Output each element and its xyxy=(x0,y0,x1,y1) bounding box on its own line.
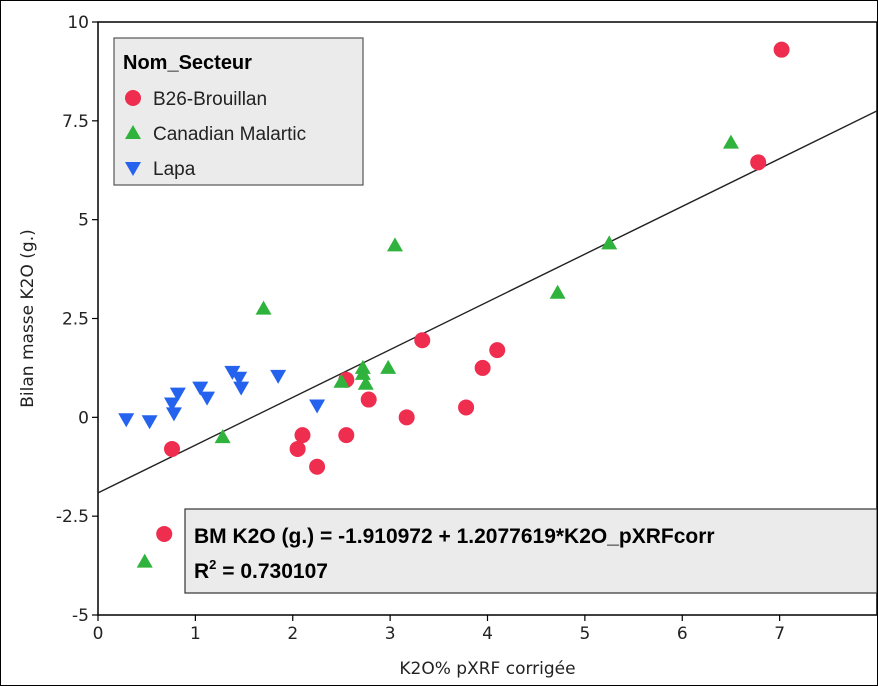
data-point xyxy=(309,458,326,475)
data-point xyxy=(357,375,374,390)
data-point xyxy=(214,429,231,444)
legend-marker xyxy=(125,162,141,176)
data-point xyxy=(750,154,767,171)
x-tick-label: 5 xyxy=(579,624,590,644)
data-point xyxy=(199,391,216,406)
data-point xyxy=(255,300,272,315)
data-point xyxy=(270,369,287,384)
y-tick-label: 5 xyxy=(78,211,89,231)
data-point xyxy=(294,427,311,444)
data-point xyxy=(192,381,209,396)
series-canadian-malartic xyxy=(136,134,739,568)
data-point xyxy=(722,134,739,149)
y-tick-label: -5 xyxy=(72,606,89,626)
data-point xyxy=(380,359,397,374)
data-point xyxy=(136,553,153,568)
data-point xyxy=(169,387,186,402)
regression-line xyxy=(97,110,877,494)
data-point xyxy=(360,391,377,408)
x-tick-label: 3 xyxy=(385,624,396,644)
legend-title: Nom_Secteur xyxy=(123,52,252,74)
y-tick-label: 7.5 xyxy=(62,112,89,132)
regression-equation: BM K2O (g.) = -1.910972 + 1.2077619*K2O_… xyxy=(194,525,715,548)
data-point xyxy=(338,427,355,444)
data-point xyxy=(354,365,371,380)
data-point xyxy=(309,399,326,414)
data-point xyxy=(398,409,415,426)
data-point xyxy=(414,332,431,349)
legend: Nom_Secteur B26-Brouillan Canadian Malart… xyxy=(113,37,364,186)
data-point xyxy=(489,342,506,359)
r2-value: = 0.730107 xyxy=(216,560,328,583)
legend-marker xyxy=(125,90,141,106)
y-tick-label: -2.5 xyxy=(56,507,89,527)
y-axis-title: Bilan masse K2O (g.) xyxy=(18,229,38,407)
data-point xyxy=(233,381,250,396)
legend-label: B26-Brouillan xyxy=(153,89,267,110)
legend-label: Canadian Malartic xyxy=(153,124,306,145)
data-point xyxy=(289,440,306,457)
legend-item: Canadian Malartic xyxy=(125,124,306,145)
legend-label: Lapa xyxy=(153,159,196,180)
data-point xyxy=(601,235,618,250)
data-point xyxy=(231,371,248,386)
r2-prefix: R xyxy=(194,560,209,583)
data-point xyxy=(118,413,135,428)
legend-item: B26-Brouillan xyxy=(125,89,267,110)
x-tick-label: 0 xyxy=(93,624,104,644)
y-tick-label: 10 xyxy=(67,13,89,33)
data-point xyxy=(474,359,491,376)
legend-marker xyxy=(125,125,141,139)
legend-items: B26-Brouillan Canadian Malartic Lapa xyxy=(125,89,306,180)
x-tick-label: 4 xyxy=(482,624,493,644)
y-tick-label: 2.5 xyxy=(62,310,89,330)
x-tick-label: 1 xyxy=(190,624,201,644)
data-points xyxy=(118,41,790,568)
legend-box xyxy=(113,37,364,186)
series-lapa xyxy=(118,365,326,430)
r2-superscript: 2 xyxy=(209,557,216,572)
data-point xyxy=(141,415,158,430)
regression-annotation: BM K2O (g.) = -1.910972 + 1.2077619*K2O_… xyxy=(184,508,877,594)
r-squared-text: R2 = 0.730107 xyxy=(194,557,328,583)
data-point xyxy=(165,407,182,422)
x-tick-label: 6 xyxy=(677,624,688,644)
data-point xyxy=(773,41,790,58)
data-point xyxy=(458,399,475,416)
data-point xyxy=(549,284,566,299)
axis-ticks: 0 1 2 3 4 5 6 7 10 7.5 5 2.5 0 -2.5 -5 xyxy=(56,13,785,644)
series-b26-brouillan xyxy=(156,41,790,542)
data-point xyxy=(164,440,181,457)
data-point xyxy=(386,237,403,252)
x-axis-title: K2O% pXRF corrigée xyxy=(399,659,575,679)
x-tick-label: 7 xyxy=(774,624,785,644)
x-tick-label: 2 xyxy=(287,624,298,644)
legend-item: Lapa xyxy=(125,159,196,180)
data-point xyxy=(156,525,173,542)
annotation-box xyxy=(184,508,877,594)
regression-line-group xyxy=(97,110,877,494)
y-tick-label: 0 xyxy=(78,408,89,428)
data-point xyxy=(164,397,181,412)
data-point xyxy=(333,373,350,388)
